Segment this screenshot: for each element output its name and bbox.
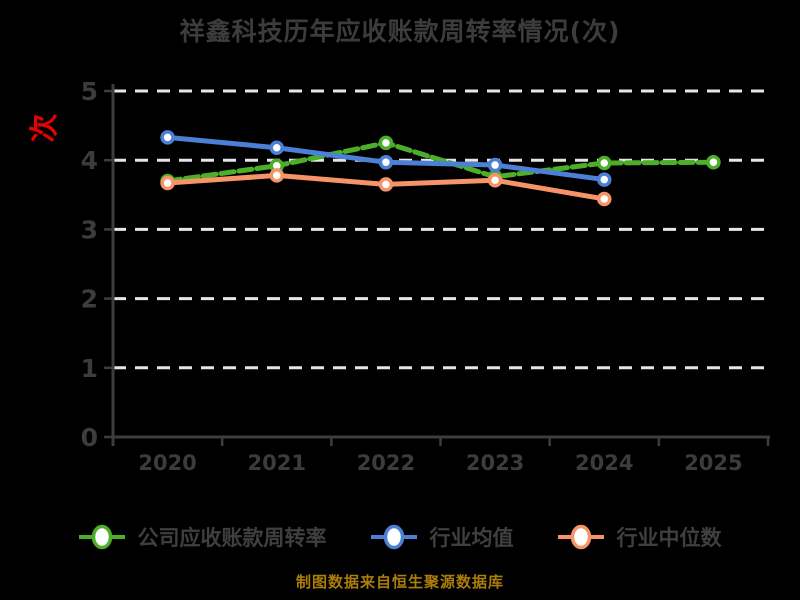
data-point-marker <box>378 155 394 170</box>
legend-item-industry-average: 行业均值 <box>370 522 514 552</box>
series-line <box>165 140 716 184</box>
y-tick-label: 3 <box>81 215 98 244</box>
x-tick-label: 2023 <box>466 451 524 475</box>
x-tick-label: 2024 <box>575 451 633 475</box>
data-point-marker <box>269 140 284 155</box>
data-point-marker <box>487 157 503 173</box>
data-source-note: 制图数据来自恒生聚源数据库 <box>295 573 504 591</box>
y-tick-label: 4 <box>81 146 98 175</box>
page-title: 祥鑫科技历年应收账款周转率情况(次) <box>179 17 621 46</box>
data-point-marker <box>378 177 394 192</box>
y-tick-label: 2 <box>81 285 98 314</box>
company-series-marker-icon <box>78 524 125 550</box>
y-tick-label: 1 <box>81 354 98 383</box>
legend-label-industry-average: 行业均值 <box>429 526 514 550</box>
legend-item-company: 公司应收账款周转率 <box>78 522 327 552</box>
y-tick-label: 5 <box>81 77 98 106</box>
data-point-marker <box>487 173 503 188</box>
legend-label-industry-median: 行业中位数 <box>616 526 722 550</box>
data-point-marker <box>706 155 721 170</box>
x-tick-label: 2021 <box>248 451 306 475</box>
x-tick-label: 2025 <box>684 451 742 475</box>
x-tick-label: 2020 <box>138 451 196 475</box>
data-point-marker <box>597 191 612 207</box>
x-tick-label: 2022 <box>357 451 415 475</box>
data-point-marker <box>269 168 284 183</box>
data-point-marker <box>378 135 394 151</box>
industry-average-series-marker-icon <box>370 524 417 550</box>
industry-median-series-marker-icon <box>557 524 604 550</box>
legend-item-industry-median: 行业中位数 <box>557 522 722 552</box>
data-point-marker <box>160 130 175 145</box>
y-tick-label: 0 <box>81 423 98 452</box>
data-point-marker <box>597 172 612 187</box>
data-point-marker <box>597 155 612 171</box>
data-point-marker <box>160 175 175 191</box>
chart-legend: 公司应收账款周转率 行业均值 行业中位数 <box>0 514 800 560</box>
legend-label-company: 公司应收账款周转率 <box>137 526 327 550</box>
